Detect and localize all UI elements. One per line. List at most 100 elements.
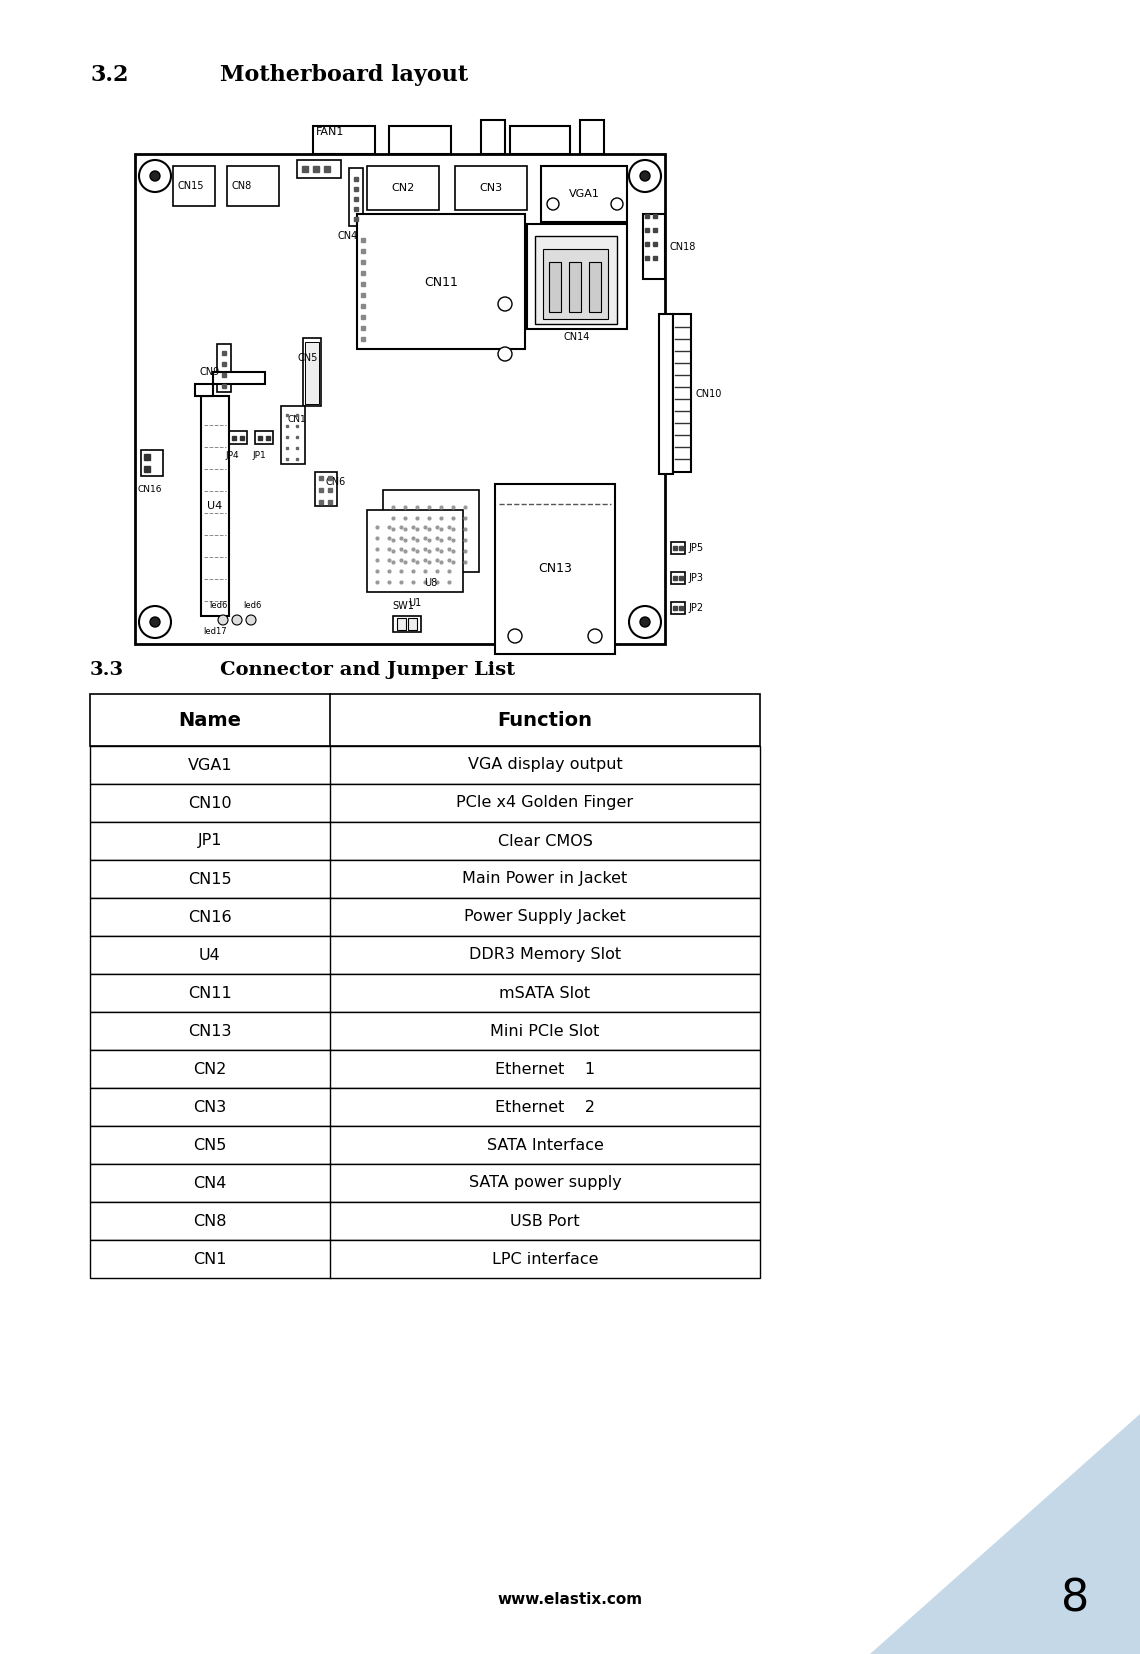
Text: Mini PCIe Slot: Mini PCIe Slot [490, 1024, 600, 1039]
Text: led6: led6 [243, 602, 261, 610]
Bar [389, 126, 451, 154]
Text: SATA Interface: SATA Interface [487, 1138, 603, 1153]
Text: CN16: CN16 [188, 910, 231, 925]
Circle shape [498, 347, 512, 361]
Text: JP3: JP3 [689, 572, 703, 582]
Text: Name: Name [179, 711, 242, 729]
Text: VGA1: VGA1 [188, 758, 233, 772]
Bar [90, 974, 760, 1012]
Bar [580, 121, 604, 154]
Bar [303, 337, 321, 405]
Text: CN8: CN8 [233, 180, 252, 190]
Circle shape [139, 605, 171, 638]
Bar [255, 432, 272, 443]
Text: CN4: CN4 [337, 232, 357, 241]
Polygon shape [870, 1414, 1140, 1654]
Bar [90, 1012, 760, 1050]
Text: CN10: CN10 [695, 389, 722, 399]
Circle shape [233, 615, 242, 625]
Text: CN13: CN13 [188, 1024, 231, 1039]
Bar [90, 784, 760, 822]
Text: Main Power in Jacket: Main Power in Jacket [463, 872, 628, 887]
Bar [217, 344, 231, 392]
Circle shape [139, 160, 171, 192]
Bar [90, 1202, 760, 1240]
Bar [673, 314, 691, 471]
Bar [141, 450, 163, 476]
Text: CN3: CN3 [194, 1100, 227, 1115]
Text: CN4: CN4 [194, 1176, 227, 1191]
Bar [298, 160, 341, 179]
Circle shape [547, 198, 559, 210]
Circle shape [498, 298, 512, 311]
Text: VGA display output: VGA display output [467, 758, 622, 772]
Circle shape [218, 615, 228, 625]
Text: U4: U4 [207, 501, 222, 511]
Bar [535, 237, 617, 324]
Text: DDR3 Memory Slot: DDR3 Memory Slot [469, 948, 621, 963]
Text: FAN1: FAN1 [316, 127, 344, 137]
Text: JP1: JP1 [252, 452, 266, 460]
Bar [90, 1164, 760, 1202]
Bar [280, 405, 306, 465]
Text: led6: led6 [209, 602, 227, 610]
Bar [90, 822, 760, 860]
Text: CN11: CN11 [424, 276, 458, 288]
Bar [90, 898, 760, 936]
Text: 3.3: 3.3 [90, 662, 124, 680]
Bar [367, 165, 439, 210]
Text: JP4: JP4 [225, 452, 238, 460]
Bar [659, 314, 673, 475]
Text: CN1: CN1 [287, 415, 306, 425]
Text: CN9: CN9 [200, 367, 220, 377]
Text: CN13: CN13 [538, 562, 572, 576]
Circle shape [588, 629, 602, 643]
Text: LPC interface: LPC interface [491, 1252, 598, 1267]
Bar [549, 261, 561, 313]
Bar [229, 432, 247, 443]
Text: CN2: CN2 [391, 184, 415, 194]
Bar [90, 936, 760, 974]
Text: SW1: SW1 [392, 600, 414, 610]
Bar [349, 169, 363, 227]
Text: mSATA Slot: mSATA Slot [499, 986, 591, 1001]
Text: CN18: CN18 [670, 241, 697, 251]
Circle shape [150, 170, 160, 180]
Text: Clear CMOS: Clear CMOS [497, 834, 593, 849]
Text: 3.2: 3.2 [90, 65, 129, 86]
Text: CN5: CN5 [194, 1138, 227, 1153]
Bar [90, 860, 760, 898]
Text: Power Supply Jacket: Power Supply Jacket [464, 910, 626, 925]
Text: VGA1: VGA1 [569, 189, 600, 198]
Bar [543, 250, 608, 319]
Polygon shape [195, 372, 264, 395]
Text: CN8: CN8 [194, 1214, 227, 1229]
Circle shape [508, 629, 522, 643]
Circle shape [629, 160, 661, 192]
Circle shape [640, 170, 650, 180]
Text: led17: led17 [203, 627, 227, 637]
Bar [383, 490, 479, 572]
Bar [227, 165, 279, 207]
Circle shape [246, 615, 256, 625]
Bar [671, 602, 685, 614]
Text: JP5: JP5 [689, 543, 703, 552]
Text: PCIe x4 Golden Finger: PCIe x4 Golden Finger [456, 796, 634, 810]
Text: U8: U8 [424, 577, 438, 589]
Text: CN3: CN3 [480, 184, 503, 194]
Bar [90, 1050, 760, 1088]
Bar [671, 572, 685, 584]
Text: 8: 8 [1061, 1578, 1089, 1621]
Text: CN5: CN5 [298, 352, 317, 362]
Bar [367, 509, 463, 592]
Text: Connector and Jumper List: Connector and Jumper List [220, 662, 515, 680]
Text: JP2: JP2 [689, 604, 703, 614]
Text: Function: Function [497, 711, 593, 729]
Bar [90, 1240, 760, 1279]
Bar [643, 213, 665, 280]
Text: JP1: JP1 [197, 834, 222, 849]
Bar [481, 121, 505, 154]
Bar [357, 213, 526, 349]
Bar [671, 543, 685, 554]
Text: SATA power supply: SATA power supply [469, 1176, 621, 1191]
